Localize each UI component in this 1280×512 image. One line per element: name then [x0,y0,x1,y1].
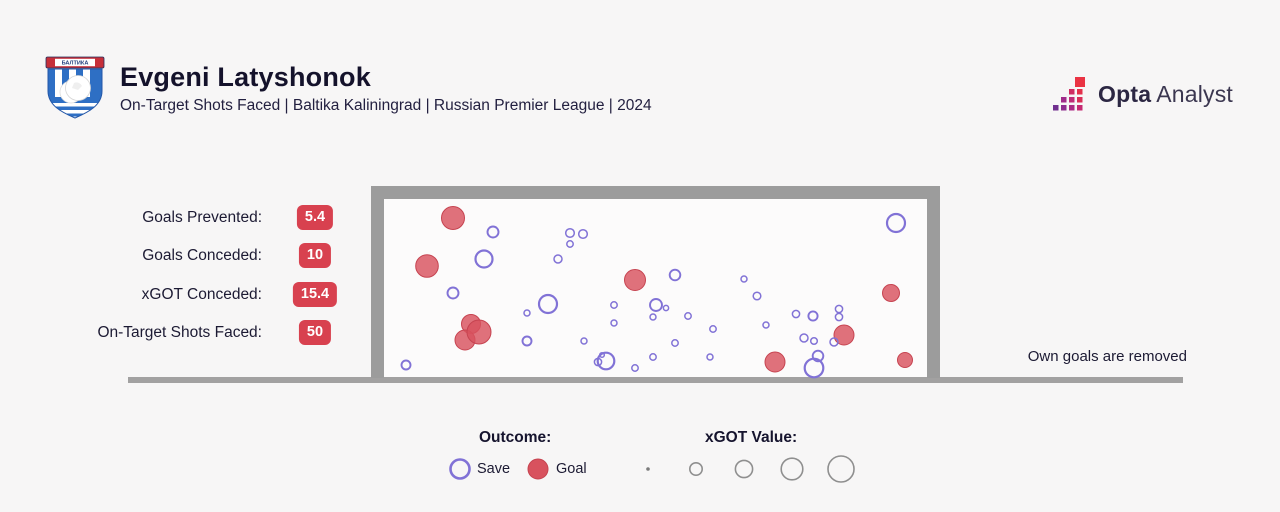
shots-layer [400,206,913,379]
shot-save [566,240,574,248]
goal-legend-label: Goal [556,461,587,477]
shot-save [684,312,692,320]
opta-analyst-logo: Opta Analyst [1053,76,1233,112]
goal-interior [384,199,927,377]
shot-save [649,353,657,361]
xgot-scale-circle [646,467,650,471]
shot-save [885,212,907,234]
shot-save [610,319,618,327]
club-badge: БАЛТИКА [45,56,105,119]
shot-save [671,339,679,347]
shot-save [803,357,825,379]
shot-goal [764,351,786,373]
stat-value-goals-prevented: 5.4 [296,205,334,230]
shot-save [400,359,412,371]
shot-save [811,349,825,363]
shot-save [706,353,714,361]
shot-goal [466,319,492,345]
shot-goal [624,269,646,291]
shot-save [809,336,819,346]
club-badge-banner-text: БАЛТИКА [62,61,89,67]
shot-save [829,337,839,347]
save-legend-label: Save [477,461,511,477]
shot-goal [897,352,913,368]
shot-save [593,357,603,367]
shot-save [762,321,770,329]
shot-save [580,337,588,345]
shot-save [834,304,844,314]
shot-save [537,293,559,315]
shot-save [752,291,762,301]
stat-label-shots-faced: On-Target Shots Faced: [97,324,262,341]
shot-save [446,286,460,300]
shot-save [799,333,809,343]
shot-save [596,351,616,371]
shot-goal [441,206,465,230]
crossbar [371,186,940,199]
club-badge-shield-icon: БАЛТИКА [45,56,105,119]
goal-line [128,377,1183,383]
opta-brand-bold: Opta [1098,80,1152,107]
outcome-legend-title: Outcome: [479,429,552,446]
stat-value-shots-faced: 50 [298,320,332,345]
shot-save [486,225,500,239]
shot-save [521,335,533,347]
opta-stairs-icon [1053,77,1085,111]
xgot-scale-circle [734,459,754,479]
shot-goal [833,324,855,346]
opta-brand-name: Opta Analyst [1098,81,1233,108]
shot-save [807,310,819,322]
shot-save [791,309,801,319]
goal-frame [371,186,940,378]
page-subtitle: On-Target Shots Faced | Baltika Kalining… [120,97,652,114]
shot-save [598,351,606,359]
stat-label-goals-prevented: Goals Prevented: [142,209,262,226]
shot-goal [415,254,439,278]
shot-save [577,228,589,240]
left-post [371,186,384,378]
shot-save [662,304,670,312]
stat-value-xgot-conceded: 15.4 [292,282,338,307]
stat-value-goals-conceded: 10 [298,243,332,268]
page-title: Evgeni Latyshonok [120,62,371,92]
shot-save [564,227,576,239]
right-post [927,186,940,378]
stat-label-xgot-conceded: xGOT Conceded: [141,286,262,303]
goal-legend-icon [527,458,549,480]
shot-save [474,249,494,269]
xgot-legend-title: xGOT Value: [705,429,798,446]
shot-save [709,325,717,333]
save-legend-icon [449,458,471,480]
own-goals-note: Own goals are removed [1027,348,1187,365]
shot-goal [882,284,900,302]
club-badge-banner: БАЛТИКА [45,56,105,69]
shot-save [649,298,663,312]
shot-save [523,309,531,317]
opta-brand-light: Analyst [1156,80,1234,107]
shot-save [553,254,563,264]
xgot-scale-circle [688,462,703,476]
shot-save [740,275,748,283]
shot-save [668,268,682,282]
shot-save [834,312,844,322]
xgot-scale-circle [827,455,855,483]
stat-label-goals-conceded: Goals Conceded: [142,247,262,264]
xgot-scale-circle [780,457,804,481]
shot-save [631,364,639,372]
shot-save [610,301,618,309]
shot-save [649,313,657,321]
xgot-size-scale [646,455,855,483]
